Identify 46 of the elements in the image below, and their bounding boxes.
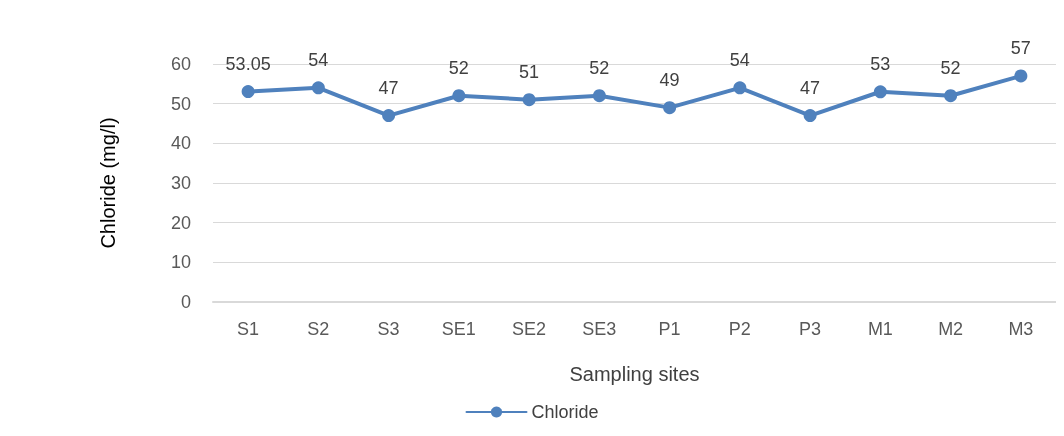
data-label: 52: [940, 58, 961, 79]
point: [452, 89, 466, 103]
data-label: 47: [800, 78, 821, 99]
point: [663, 101, 677, 115]
x-tick-label: M3: [1008, 319, 1034, 339]
data-label: 53.05: [225, 54, 271, 75]
point: [733, 81, 747, 95]
y-tick-label: 40: [170, 133, 191, 154]
x-tick-label: S1: [237, 319, 260, 339]
y-axis-title: Chloride (mg/l): [97, 117, 119, 249]
point: [311, 81, 325, 95]
data-label: 47: [378, 78, 399, 99]
point: [944, 89, 958, 103]
x-tick-label: P1: [658, 319, 681, 339]
y-tick-label: 50: [170, 93, 191, 114]
legend-label: Chloride: [531, 402, 599, 422]
point: [382, 109, 396, 123]
data-label: 53: [870, 54, 891, 75]
x-tick-label: SE1: [441, 319, 476, 339]
point: [1014, 69, 1028, 83]
data-label: 57: [1010, 38, 1031, 59]
data-label: 52: [448, 58, 469, 79]
x-tick-label: SE3: [582, 319, 617, 339]
point: [522, 93, 536, 107]
data-label: 54: [729, 50, 750, 71]
data-label: 51: [519, 62, 540, 83]
data-label: 54: [308, 50, 329, 71]
y-tick-label: 60: [170, 54, 191, 74]
y-tick-label: 0: [180, 292, 191, 312]
data-label: 52: [589, 58, 610, 79]
x-tick-label: S3: [377, 319, 400, 339]
data-label: 49: [659, 70, 680, 91]
y-tick-label: 30: [170, 173, 191, 193]
x-tick-label: M1: [867, 319, 893, 339]
x-tick-label: SE2: [512, 319, 547, 339]
point: [241, 85, 255, 99]
x-tick-label: M2: [938, 319, 964, 339]
y-tick-label: 10: [170, 252, 191, 273]
point: [592, 89, 606, 103]
x-tick-label: S2: [307, 319, 330, 339]
point: [803, 109, 817, 123]
x-tick-label: P3: [799, 319, 822, 339]
y-tick-label: 20: [170, 212, 191, 233]
x-tick-label: P2: [728, 319, 751, 339]
point: [873, 85, 887, 99]
x-axis-title: Sampling sites: [569, 363, 700, 385]
